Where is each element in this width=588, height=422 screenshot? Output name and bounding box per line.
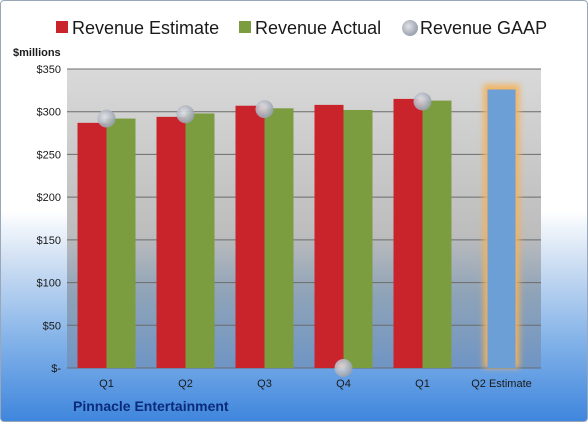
legend-label: Revenue Estimate bbox=[72, 18, 219, 38]
y-tick-label: $100 bbox=[37, 278, 61, 290]
y-tick-label: $350 bbox=[37, 64, 61, 76]
y-tick-label: $50 bbox=[43, 320, 61, 332]
company-name: Pinnacle Entertainment bbox=[73, 398, 229, 414]
x-tick-label: Q1 bbox=[415, 378, 430, 390]
legend-swatch bbox=[402, 20, 418, 36]
bar-revenue-estimate bbox=[314, 104, 344, 368]
dot-revenue-gaap bbox=[97, 109, 116, 128]
bar-revenue-actual bbox=[264, 108, 294, 368]
bar-revenue-estimate-next bbox=[487, 89, 516, 368]
x-tick-label: Q2 bbox=[178, 378, 193, 390]
bar-revenue-estimate bbox=[156, 116, 186, 368]
bar-revenue-actual bbox=[106, 118, 136, 368]
dot-revenue-gaap bbox=[334, 359, 353, 377]
legend-label: Revenue GAAP bbox=[420, 18, 547, 38]
x-tick-label: Q1 bbox=[99, 378, 114, 390]
x-tick-label: Q4 bbox=[336, 378, 351, 390]
x-tick-label: Q3 bbox=[257, 378, 272, 390]
dot-revenue-gaap bbox=[255, 100, 274, 119]
legend-swatch bbox=[56, 21, 68, 33]
y-tick-label: $- bbox=[51, 363, 61, 375]
y-axis-unit: $millions bbox=[13, 47, 61, 59]
bar-revenue-estimate bbox=[235, 105, 265, 368]
bar-revenue-actual bbox=[343, 110, 373, 369]
y-tick-label: $150 bbox=[37, 235, 61, 247]
y-tick-label: $200 bbox=[37, 192, 61, 204]
bar-revenue-estimate bbox=[77, 122, 107, 368]
dot-revenue-gaap bbox=[413, 92, 432, 111]
y-tick-label: $250 bbox=[37, 149, 61, 161]
dot-revenue-gaap bbox=[176, 105, 195, 124]
legend-label: Revenue Actual bbox=[255, 18, 381, 38]
x-tick-label: Q2 Estimate bbox=[471, 378, 532, 390]
plot-area bbox=[67, 69, 541, 368]
legend-swatch bbox=[239, 21, 251, 33]
bar-revenue-estimate bbox=[393, 98, 423, 369]
bar-revenue-actual bbox=[185, 113, 215, 369]
bar-revenue-actual bbox=[422, 100, 452, 368]
y-tick-label: $300 bbox=[37, 107, 61, 119]
